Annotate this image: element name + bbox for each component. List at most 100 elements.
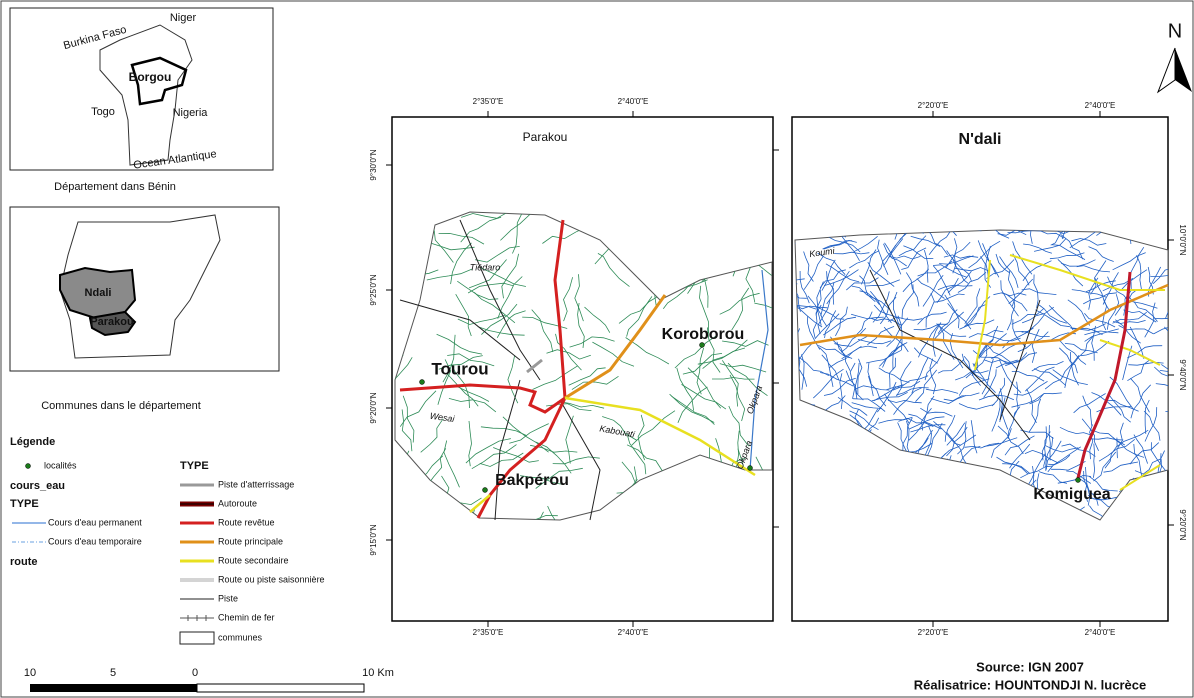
north-arrow [1158, 48, 1175, 92]
coordinate-label: 2°40'0"E [1085, 101, 1116, 110]
coordinate-label: 9°15'0"N [369, 524, 378, 555]
river [963, 469, 993, 478]
river [926, 496, 930, 531]
legend-symbol [26, 464, 31, 469]
river [860, 479, 888, 500]
legend-item: Cours d'eau permanent [48, 517, 142, 527]
river [675, 191, 721, 207]
inset-label: Nigeria [173, 107, 209, 119]
river [953, 492, 961, 522]
river [541, 200, 586, 209]
river [977, 513, 987, 543]
river [871, 470, 900, 481]
river [712, 468, 734, 509]
author: Réalisatrice: HOUNTONDJI N. lucrèce [914, 677, 1146, 692]
river [1160, 480, 1192, 502]
locality [420, 380, 425, 385]
inset-label: Ocean Atlantique [133, 148, 218, 172]
scale-label: 5 [110, 667, 116, 679]
river [411, 517, 450, 542]
river [775, 518, 799, 544]
river [1113, 510, 1143, 520]
river [989, 501, 1018, 519]
river [718, 210, 765, 218]
legend-symbol [180, 632, 214, 644]
river [1024, 495, 1031, 525]
inset-label: Niger [170, 12, 197, 24]
river [401, 280, 407, 327]
coordinate-label: 2°40'0"E [618, 628, 649, 637]
legend-item: Piste d'atterrissage [218, 479, 294, 489]
river [784, 468, 803, 499]
river [1107, 207, 1127, 229]
river [960, 491, 974, 520]
legend-item: localités [44, 460, 77, 470]
river [847, 457, 875, 479]
coordinate-label: 2°20'0"E [918, 628, 949, 637]
legend-item: Route ou piste saisonnière [218, 574, 325, 584]
river [380, 500, 392, 544]
river [356, 347, 403, 355]
river [680, 247, 688, 291]
inset-label: Borgou [129, 70, 172, 84]
river [796, 413, 809, 445]
coordinate-label: 9°40'0"N [1178, 359, 1187, 390]
legend-item: Piste [218, 593, 238, 603]
river [825, 487, 846, 516]
coordinate-label: 2°40'0"E [1085, 628, 1116, 637]
river [383, 268, 393, 314]
scale-label: 0 [192, 667, 198, 679]
river [888, 466, 901, 499]
river [929, 523, 933, 557]
river [1006, 519, 1034, 542]
river [785, 404, 815, 413]
locality [700, 343, 705, 348]
river [794, 231, 828, 236]
river [858, 466, 859, 501]
river [898, 465, 911, 497]
north-arrow [1175, 48, 1192, 92]
river [696, 501, 724, 537]
river [866, 520, 870, 550]
river [964, 492, 971, 527]
river [1122, 216, 1152, 229]
river [886, 448, 895, 478]
river [949, 505, 983, 516]
coordinate-label: 2°35'0"E [473, 628, 504, 637]
river [851, 481, 881, 504]
river [871, 446, 890, 478]
river [1007, 509, 1031, 531]
river [618, 209, 647, 239]
river [840, 485, 866, 512]
river [795, 460, 818, 474]
river [796, 502, 829, 510]
legend-title: Légende [10, 436, 55, 448]
river [824, 479, 859, 488]
scale-label: 10 [24, 667, 36, 679]
coordinate-label: 9°30'0"N [369, 149, 378, 180]
inset-label: Parakou [90, 316, 133, 328]
river [950, 463, 978, 491]
river [772, 465, 804, 477]
river [810, 470, 823, 502]
north-label: N [1168, 20, 1182, 42]
coordinate-label: 2°40'0"E [618, 97, 649, 106]
river [743, 189, 775, 212]
legend-item: Route principale [218, 536, 283, 546]
river [415, 473, 422, 518]
coordinate-label: 9°25'0"N [369, 274, 378, 305]
river [1165, 411, 1194, 425]
river [825, 211, 854, 230]
river [924, 200, 942, 229]
river [424, 514, 463, 530]
river [875, 449, 895, 479]
river [1019, 198, 1037, 225]
river [839, 460, 868, 474]
river [760, 503, 793, 512]
scale-bar [197, 684, 364, 692]
river [393, 261, 403, 302]
legend-title: route [10, 556, 38, 568]
river [951, 192, 971, 225]
river [556, 180, 579, 218]
river [951, 222, 981, 231]
